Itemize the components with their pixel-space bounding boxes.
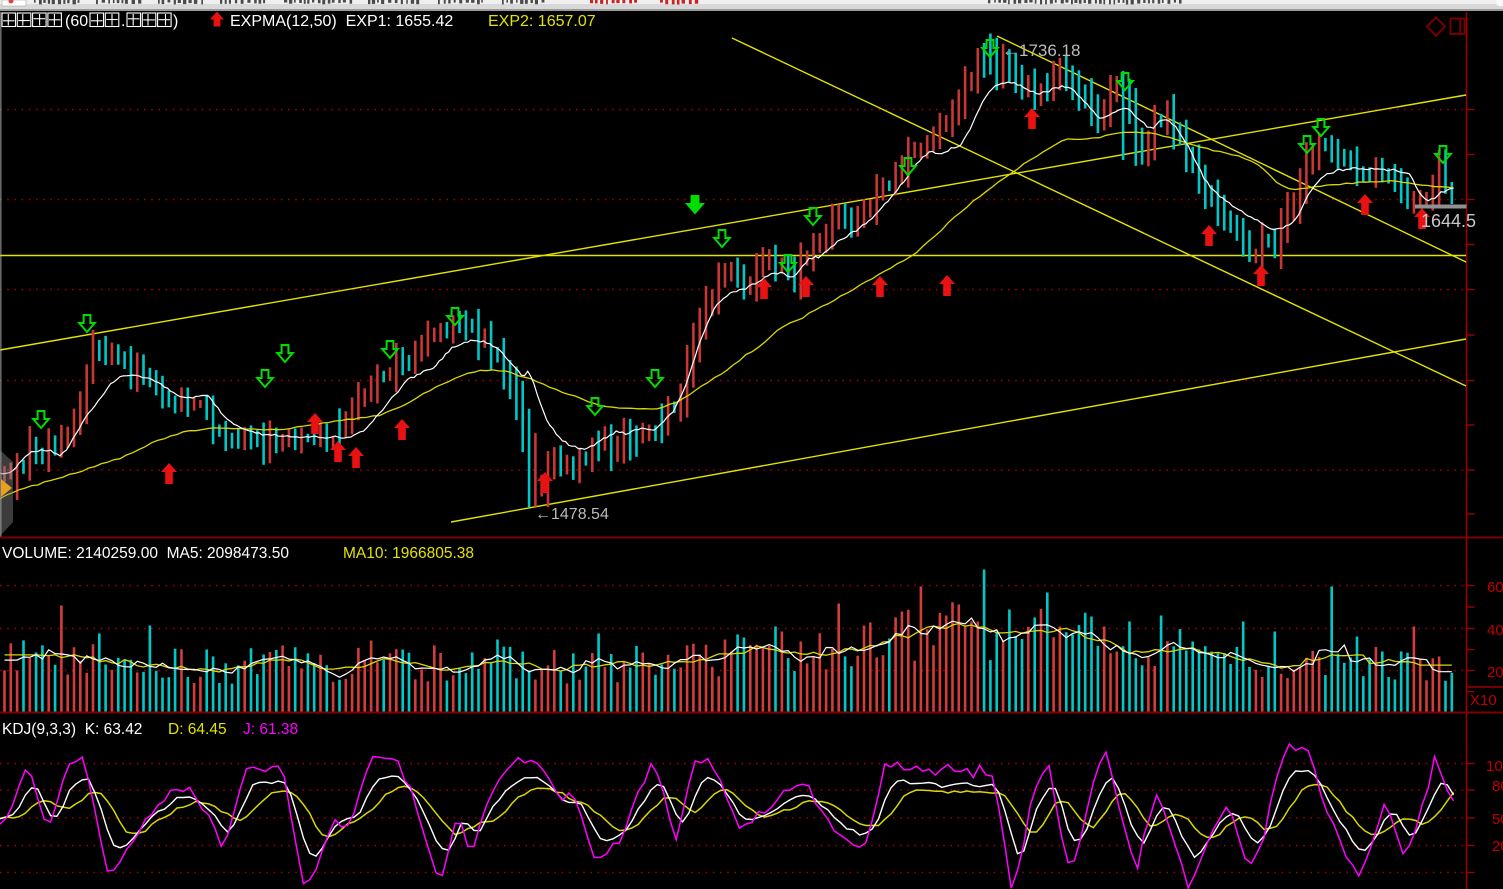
svg-text:EXP2: 1657.07: EXP2: 1657.07 (488, 13, 596, 30)
svg-text:20: 20 (1487, 664, 1503, 681)
svg-text:KDJ(9,3,3) K: 63.42: KDJ(9,3,3) K: 63.42 (2, 721, 142, 738)
svg-text:60: 60 (1487, 579, 1503, 596)
svg-text:20: 20 (1492, 838, 1503, 855)
svg-text:80: 80 (1492, 778, 1503, 795)
svg-text:X10: X10 (1470, 692, 1497, 709)
svg-text:VOLUME: 2140259.00 MA5: 20984: VOLUME: 2140259.00 MA5: 2098473.50 (2, 545, 289, 562)
svg-text:): ) (173, 13, 178, 30)
svg-text:MA10: 1966805.38: MA10: 1966805.38 (343, 545, 474, 562)
svg-text:←1478.54: ←1478.54 (535, 506, 609, 523)
svg-text:1644.5: 1644.5 (1421, 211, 1476, 231)
svg-text:(60: (60 (65, 13, 88, 30)
svg-text:50: 50 (1492, 811, 1503, 828)
svg-text:D: 64.45: D: 64.45 (168, 721, 227, 738)
svg-text:40: 40 (1487, 622, 1503, 639)
svg-text:EXPMA(12,50) EXP1: 1655.42: EXPMA(12,50) EXP1: 1655.42 (230, 13, 453, 30)
svg-text:←1736.18: ←1736.18 (1002, 41, 1080, 60)
svg-text:J: 61.38: J: 61.38 (243, 721, 298, 738)
svg-text:100: 100 (1486, 758, 1503, 775)
svg-text:.: . (121, 13, 125, 30)
